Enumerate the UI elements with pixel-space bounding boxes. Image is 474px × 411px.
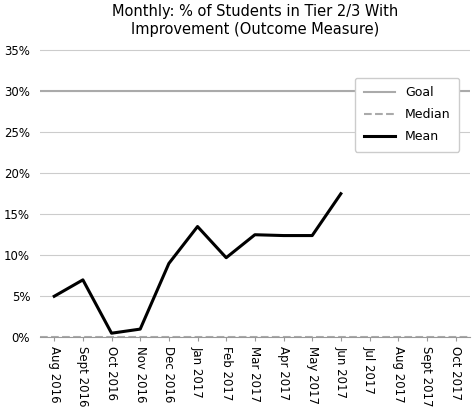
- Mean: [51, 294, 57, 299]
- Mean: [338, 191, 344, 196]
- Mean: [166, 261, 172, 266]
- Mean: [310, 233, 315, 238]
- Mean: [109, 331, 114, 336]
- Mean: [137, 327, 143, 332]
- Mean: [281, 233, 286, 238]
- Line: Mean: Mean: [54, 194, 341, 333]
- Mean: [223, 255, 229, 260]
- Title: Monthly: % of Students in Tier 2/3 With
Improvement (Outcome Measure): Monthly: % of Students in Tier 2/3 With …: [112, 4, 398, 37]
- Mean: [252, 232, 258, 237]
- Median: [51, 335, 57, 340]
- Mean: [195, 224, 201, 229]
- Median: [80, 335, 86, 340]
- Goal: [51, 89, 57, 94]
- Legend: Goal, Median, Mean: Goal, Median, Mean: [355, 78, 459, 152]
- Goal: [80, 89, 86, 94]
- Mean: [80, 277, 86, 282]
